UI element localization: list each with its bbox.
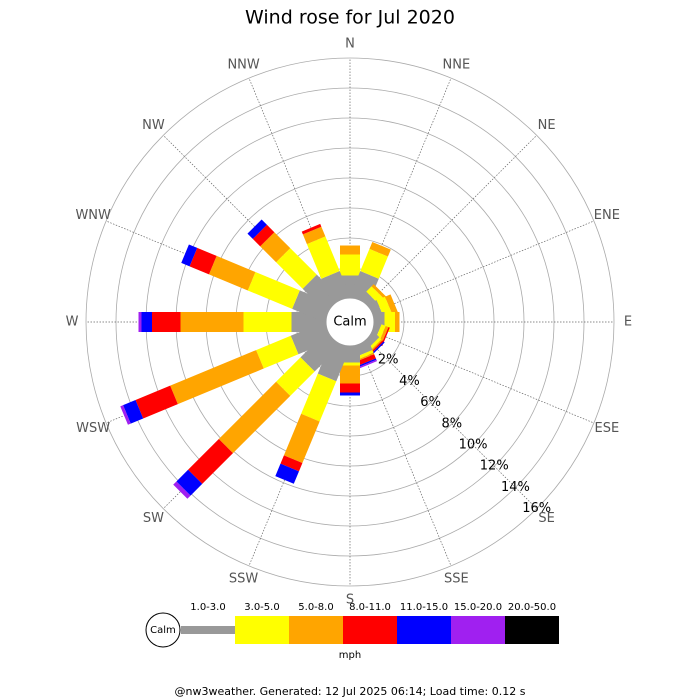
footer: @nw3weather. Generated: 12 Jul 2025 06:1… bbox=[175, 685, 526, 698]
direction-label: ENE bbox=[594, 208, 620, 223]
direction-label: N bbox=[345, 37, 355, 52]
legend-label: 15.0-20.0 bbox=[454, 602, 502, 613]
bar-segment bbox=[247, 272, 300, 309]
direction-label: WNW bbox=[75, 208, 111, 223]
bar-segment bbox=[252, 224, 275, 247]
bar-segment bbox=[243, 312, 292, 332]
direction-label: SE bbox=[538, 511, 554, 526]
bar-segment bbox=[176, 469, 203, 496]
legend-label: 20.0-50.0 bbox=[508, 602, 556, 613]
bar-segment bbox=[276, 248, 317, 289]
direction-label: E bbox=[624, 315, 632, 330]
spoke bbox=[372, 220, 595, 314]
bar-segment bbox=[384, 294, 399, 316]
legend-calm-circle bbox=[145, 612, 181, 648]
bar-segment bbox=[340, 362, 360, 366]
bar-segment bbox=[301, 373, 337, 422]
chart-title: Wind rose for Jul 2020 bbox=[245, 7, 455, 29]
bar-segment bbox=[152, 312, 181, 332]
bar-segment bbox=[300, 331, 341, 372]
bar-segment bbox=[120, 405, 131, 425]
bar-segment bbox=[256, 335, 299, 369]
legend-swatch bbox=[181, 626, 235, 634]
direction-label: SW bbox=[143, 511, 164, 526]
spoke bbox=[366, 338, 537, 509]
bar-segment bbox=[355, 354, 376, 367]
bar-segment bbox=[340, 254, 360, 276]
bar-segment bbox=[189, 247, 217, 275]
direction-label: W bbox=[66, 315, 79, 330]
legend-swatch bbox=[289, 616, 343, 644]
direction-label: SSW bbox=[229, 571, 259, 586]
bar-segment bbox=[181, 244, 198, 267]
bar-segment bbox=[123, 400, 144, 424]
direction-label: NNW bbox=[227, 58, 259, 73]
bar-segment bbox=[357, 359, 378, 369]
bar-segment bbox=[321, 271, 351, 304]
legend-swatch bbox=[343, 616, 397, 644]
bar-segment bbox=[302, 274, 341, 313]
bar-segment bbox=[141, 312, 152, 332]
legend-label: 8.0-11.0 bbox=[349, 602, 391, 613]
bar-segment bbox=[280, 455, 303, 472]
bar-segment bbox=[180, 312, 244, 332]
bar-segment bbox=[135, 385, 178, 419]
bar-segment bbox=[371, 284, 388, 301]
legend-swatch bbox=[235, 616, 289, 644]
bar-segment bbox=[340, 365, 360, 384]
direction-label: SSE bbox=[444, 571, 469, 586]
bar-segment bbox=[283, 413, 320, 464]
direction-label: NW bbox=[142, 118, 165, 133]
bar-segment bbox=[340, 245, 360, 255]
bar-segment bbox=[306, 236, 340, 279]
direction-label: NE bbox=[538, 118, 556, 133]
bar-segment bbox=[276, 357, 315, 396]
legend-swatch bbox=[451, 616, 505, 644]
bar-segment bbox=[357, 358, 377, 368]
bar-segment bbox=[275, 463, 299, 484]
bar-segment bbox=[138, 312, 142, 332]
bar-segment bbox=[340, 383, 360, 393]
legend-calm-label: Calm bbox=[150, 625, 176, 636]
legend-label: 5.0-8.0 bbox=[298, 602, 333, 613]
bar-segment bbox=[170, 350, 264, 405]
bar-segment bbox=[218, 381, 291, 454]
bar-segment bbox=[340, 392, 360, 396]
grid-ring bbox=[85, 57, 615, 587]
calm-circle bbox=[325, 297, 375, 347]
legend-label: 3.0-5.0 bbox=[244, 602, 279, 613]
bar-segment bbox=[173, 481, 191, 499]
direction-label: WSW bbox=[76, 421, 110, 436]
bar-segment bbox=[260, 232, 291, 263]
spoke bbox=[366, 135, 537, 306]
direction-label: S bbox=[346, 593, 354, 608]
bar-segment bbox=[369, 241, 391, 257]
bar-segment bbox=[292, 290, 332, 323]
spoke bbox=[372, 330, 595, 424]
bar-segment bbox=[360, 248, 388, 279]
direction-label: NNE bbox=[443, 58, 471, 73]
legend-label: 1.0-3.0 bbox=[190, 602, 225, 613]
bar-segment bbox=[247, 219, 267, 239]
bar-segment bbox=[301, 223, 322, 235]
bar-segment bbox=[208, 255, 256, 291]
calm-label: Calm bbox=[333, 315, 366, 330]
bar-segment bbox=[317, 340, 351, 382]
bar-segment bbox=[188, 439, 233, 484]
unit-label: mph bbox=[339, 650, 361, 661]
legend-label: 11.0-15.0 bbox=[400, 602, 448, 613]
legend-swatch bbox=[397, 616, 451, 644]
legend-swatch bbox=[505, 616, 559, 644]
direction-label: ESE bbox=[594, 421, 619, 436]
bar-segment bbox=[302, 226, 326, 245]
bar-segment bbox=[395, 312, 400, 332]
spoke bbox=[358, 344, 452, 567]
